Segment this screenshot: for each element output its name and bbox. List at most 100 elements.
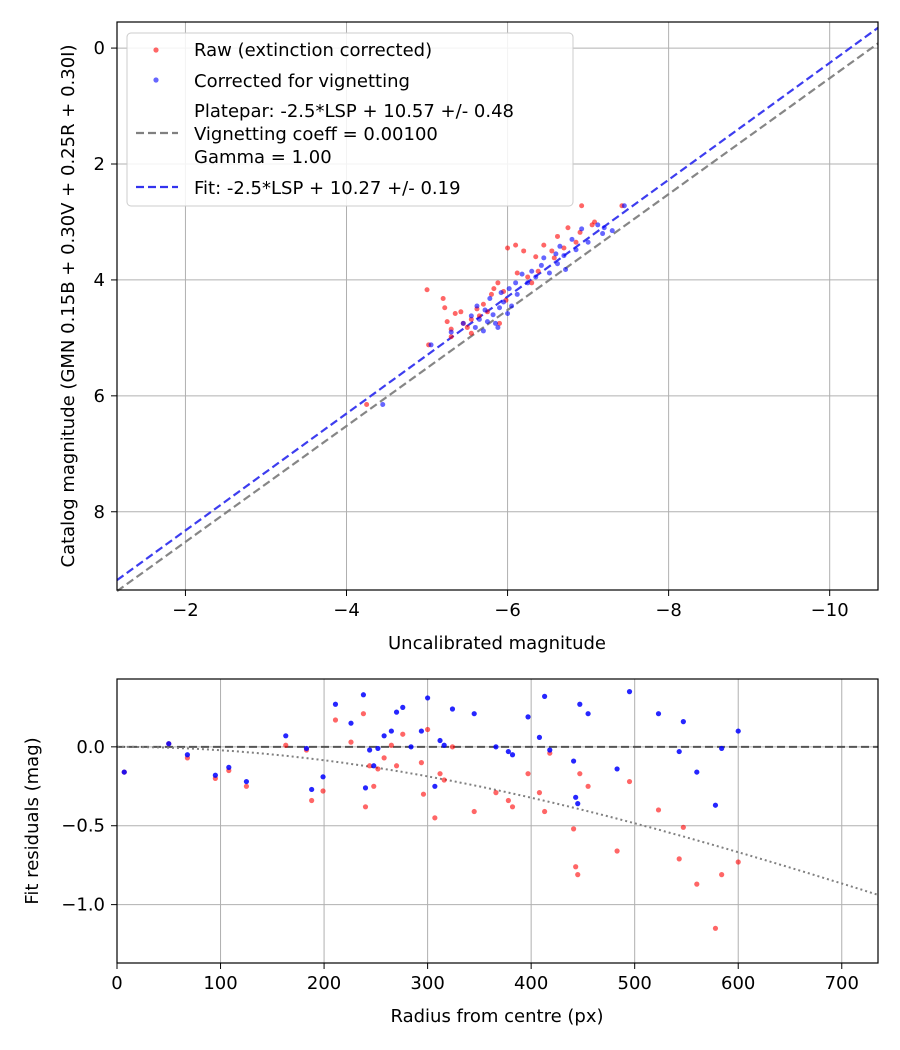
corrected-residual-point bbox=[680, 719, 686, 725]
x-tick-label: 0 bbox=[111, 973, 122, 994]
raw-point bbox=[444, 319, 450, 325]
corrected-point bbox=[600, 231, 606, 237]
raw-residual-point bbox=[367, 763, 373, 769]
raw-point bbox=[535, 268, 541, 274]
legend-raw-label: Raw (extinction corrected) bbox=[194, 40, 432, 61]
y-tick-label: 0.0 bbox=[76, 737, 105, 758]
raw-point bbox=[480, 301, 486, 307]
raw-residual-point bbox=[680, 824, 686, 830]
raw-point bbox=[442, 305, 448, 311]
x-tick-label: −2 bbox=[172, 600, 199, 621]
corrected-residual-point bbox=[226, 764, 232, 770]
raw-residual-point bbox=[712, 925, 719, 931]
raw-residual-point bbox=[585, 783, 591, 789]
raw-point bbox=[579, 203, 585, 209]
y-tick-label: 6 bbox=[94, 386, 105, 407]
corrected-point bbox=[482, 307, 488, 313]
corrected-point bbox=[487, 295, 493, 301]
x-tick-label: 100 bbox=[203, 973, 237, 994]
raw-residual-point bbox=[735, 859, 741, 865]
raw-residual-point bbox=[381, 755, 387, 761]
corrected-residual-point bbox=[694, 769, 700, 775]
corrected-residual-point bbox=[371, 763, 377, 769]
corrected-residual-point bbox=[449, 706, 456, 712]
corrected-residual-point bbox=[212, 772, 218, 778]
corrected-residual-point bbox=[332, 701, 339, 707]
raw-point bbox=[424, 287, 430, 293]
corrected-point bbox=[480, 328, 486, 334]
corrected-residual-point bbox=[573, 794, 579, 800]
raw-point bbox=[541, 242, 547, 248]
raw-point bbox=[521, 248, 527, 254]
raw-point bbox=[561, 245, 567, 251]
corrected-residual-point bbox=[303, 745, 310, 752]
corrected-residual-point bbox=[577, 701, 583, 707]
corrected-residual-point bbox=[676, 748, 682, 755]
raw-point bbox=[549, 248, 555, 254]
raw-residual-point bbox=[505, 797, 511, 804]
corrected-point bbox=[472, 324, 478, 330]
corrected-point bbox=[501, 299, 507, 305]
corrected-residual-point bbox=[735, 728, 741, 734]
y-tick-label: −1.0 bbox=[61, 895, 105, 916]
legend-corrected-marker bbox=[153, 77, 159, 83]
corrected-point bbox=[529, 268, 535, 274]
raw-residual-point bbox=[694, 881, 700, 887]
corrected-point bbox=[595, 222, 601, 228]
raw-point bbox=[592, 219, 598, 225]
raw-residual-point bbox=[471, 808, 477, 815]
raw-point bbox=[573, 239, 579, 245]
bottom-ticks: 0 100 200 300 400 500 600 700 0.0 −0.5 −1.0 bbox=[61, 737, 859, 994]
top-axes-frame bbox=[116, 21, 879, 591]
corrected-point bbox=[474, 303, 480, 309]
corrected-residual-point bbox=[360, 692, 367, 698]
x-tick-label: −6 bbox=[494, 600, 521, 621]
corrected-residual-point bbox=[283, 733, 289, 739]
legend-fit-label: Fit: -2.5*LSP + 10.27 +/- 0.19 bbox=[194, 178, 461, 199]
corrected-point bbox=[497, 305, 503, 311]
x-tick-label: 600 bbox=[721, 973, 755, 994]
corrected-point bbox=[585, 239, 591, 245]
corrected-residual-point bbox=[441, 742, 447, 748]
bottom-scatter-points bbox=[121, 689, 741, 931]
raw-residual-point bbox=[375, 766, 381, 772]
raw-residual-point bbox=[441, 777, 447, 783]
corrected-residual-point bbox=[547, 747, 553, 753]
vignetting-model-curve bbox=[116, 745, 879, 896]
corrected-residual-point bbox=[320, 774, 326, 780]
corrected-point bbox=[541, 255, 547, 261]
corrected-residual-point bbox=[166, 741, 172, 747]
raw-residual-point bbox=[360, 711, 367, 717]
corrected-residual-point bbox=[536, 734, 543, 740]
corrected-residual-point bbox=[655, 711, 662, 717]
corrected-point bbox=[505, 311, 511, 317]
corrected-residual-point bbox=[121, 769, 127, 775]
raw-point bbox=[476, 313, 482, 319]
top-ticks: −2 −4 −6 −8 −10 0 2 4 6 8 bbox=[94, 38, 849, 621]
y-tick-label: 4 bbox=[94, 270, 105, 291]
raw-point bbox=[468, 316, 474, 322]
corrected-point bbox=[546, 270, 552, 276]
raw-residual-point bbox=[573, 864, 579, 870]
raw-residual-point bbox=[493, 790, 499, 796]
raw-point bbox=[458, 309, 464, 315]
corrected-point bbox=[573, 247, 579, 253]
x-tick-label: 200 bbox=[307, 973, 341, 994]
raw-point bbox=[452, 311, 458, 317]
corrected-residual-point bbox=[381, 733, 387, 739]
raw-residual-point bbox=[362, 804, 369, 810]
corrected-point bbox=[428, 342, 434, 348]
corrected-point bbox=[490, 312, 496, 318]
x-tick-label: 300 bbox=[410, 973, 444, 994]
corrected-point bbox=[495, 324, 501, 330]
raw-point bbox=[525, 274, 531, 280]
corrected-point bbox=[506, 286, 512, 292]
corrected-residual-point bbox=[614, 766, 620, 772]
corrected-residual-point bbox=[393, 709, 400, 715]
raw-residual-point bbox=[400, 731, 406, 737]
corrected-residual-point bbox=[626, 689, 633, 695]
raw-point bbox=[529, 280, 535, 286]
corrected-point bbox=[609, 228, 615, 234]
raw-residual-point bbox=[626, 778, 633, 785]
